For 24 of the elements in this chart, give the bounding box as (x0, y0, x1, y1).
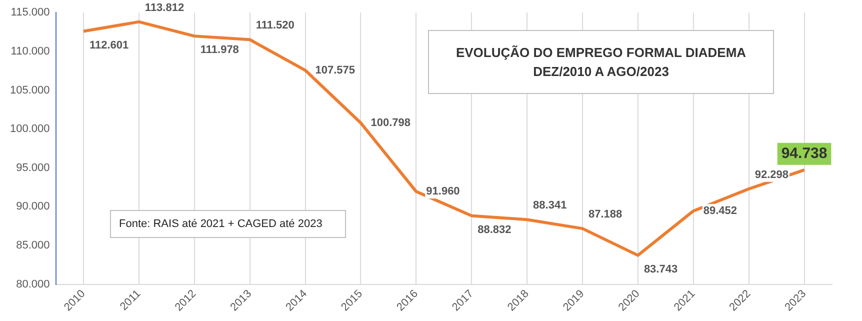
data-label: 100.798 (370, 116, 410, 129)
data-label: 88.832 (478, 224, 512, 236)
data-label: 113.812 (144, 2, 184, 14)
data-label: 83.743 (644, 263, 678, 276)
y-tick-label: 85.000 (16, 240, 50, 252)
data-label: 87.188 (588, 208, 622, 221)
data-label: 92.298 (754, 168, 788, 181)
data-label: 88.341 (533, 200, 567, 212)
y-tick-label: 115.000 (10, 6, 50, 19)
data-label: 111.978 (200, 44, 239, 56)
data-label: 107.575 (315, 64, 356, 76)
y-tick-label: 90.000 (16, 200, 50, 213)
data-label: 111.520 (256, 20, 294, 32)
data-label: 89.452 (703, 205, 738, 218)
y-tick-label: 105.000 (10, 84, 50, 96)
data-label: 94.738 (781, 145, 828, 162)
y-tick-label: 80.000 (16, 278, 50, 290)
y-tick-label: 110.000 (10, 45, 50, 58)
data-label: 91.960 (426, 186, 460, 198)
y-tick-label: 95.000 (16, 162, 50, 174)
data-label: 112.601 (89, 39, 129, 52)
note-frame: Fonte: RAIS até 2021 + CAGED até 2023 (110, 210, 346, 238)
y-tick-label: 100.000 (10, 123, 50, 136)
title-frame: EVOLUÇÃO DO EMPREGO FORMAL DIADEMA DEZ/2010 A AGO/2023 (428, 30, 774, 94)
